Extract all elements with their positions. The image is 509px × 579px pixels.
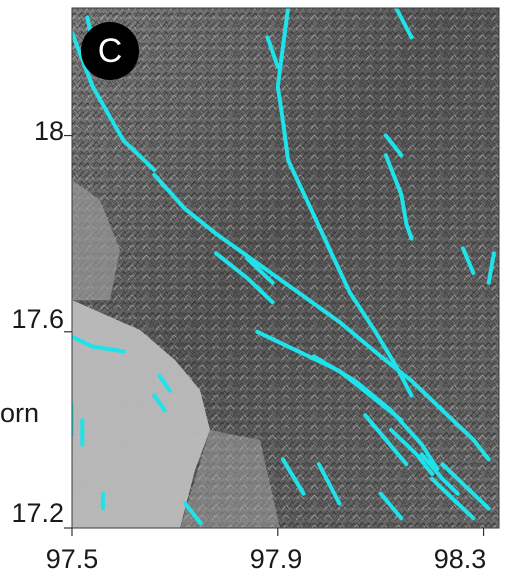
axis-ticks — [64, 134, 485, 536]
x-tick-label-97-5: 97.5 — [45, 544, 99, 574]
relief-basemap — [72, 8, 499, 528]
y-tick-label-17-2: 17.2 — [11, 498, 64, 528]
fault-trace-13 — [265, 35, 280, 69]
partial-side-text: orn — [0, 398, 40, 428]
fault-trace-10 — [430, 476, 476, 521]
fault-trace-20 — [72, 334, 126, 354]
fault-trace-27 — [316, 462, 342, 506]
fault-trace-11 — [440, 462, 491, 511]
fault-lines — [72, 8, 496, 526]
fault-trace-2 — [152, 172, 491, 462]
fault-trace-22 — [152, 393, 167, 413]
fault-trace-18 — [486, 251, 496, 285]
fault-trace-16 — [404, 221, 414, 241]
x-tick-label-98-3: 98.3 — [433, 544, 487, 574]
fault-trace-7 — [363, 413, 409, 467]
x-tick-label-97-9: 97.9 — [249, 544, 303, 574]
fault-trace-9 — [419, 452, 460, 496]
y-tick-label-17-6: 17.6 — [11, 304, 64, 334]
panel-label-badge: C — [81, 22, 139, 80]
fault-trace-17 — [461, 246, 476, 275]
fault-trace-15 — [383, 153, 409, 226]
fault-trace-6 — [311, 354, 440, 472]
fault-trace-12 — [275, 8, 414, 398]
fault-trace-14 — [394, 8, 414, 40]
fault-trace-26 — [280, 457, 306, 496]
fault-trace-28 — [183, 501, 203, 526]
fault-trace-29 — [378, 491, 404, 521]
fault-trace-8 — [389, 427, 435, 476]
fault-trace-19 — [383, 133, 404, 158]
fault-trace-4 — [244, 256, 275, 285]
y-tick-label-18: 18 — [33, 116, 64, 146]
map-frame — [71, 7, 500, 529]
fault-trace-21 — [157, 373, 172, 393]
fault-trace-3 — [214, 251, 275, 305]
panel-label: C — [97, 31, 123, 70]
